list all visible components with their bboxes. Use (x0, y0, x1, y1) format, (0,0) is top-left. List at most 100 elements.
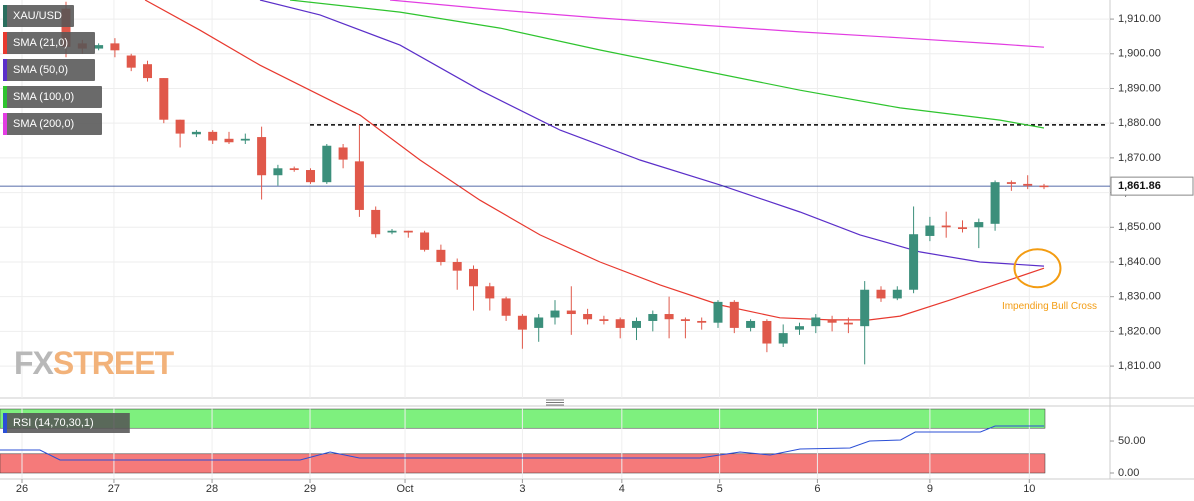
candle-body (583, 314, 593, 320)
y-tick-label: 1,880.00 (1118, 117, 1161, 129)
sma-line (144, 0, 1045, 321)
legend-item[interactable]: SMA (50,0) (3, 59, 95, 81)
y-tick-label: 1,810.00 (1118, 360, 1161, 372)
x-tick-label: 6 (814, 483, 820, 495)
legend-label: SMA (21,0) (13, 37, 68, 49)
x-tick-label: 3 (519, 483, 525, 495)
candle-body (713, 301, 723, 323)
legend-item[interactable]: RSI (14,70,30,1) (3, 413, 130, 433)
last-price-label: 1,861.86 (1118, 180, 1161, 192)
candle-body (746, 320, 756, 328)
legend-box (3, 413, 130, 433)
candle-body (925, 225, 935, 236)
candle-body (729, 301, 739, 328)
candle-body (452, 261, 462, 271)
candle-body (664, 314, 674, 320)
y-tick-label: 1,830.00 (1118, 291, 1161, 303)
candle-body (240, 138, 250, 141)
candle-body (1023, 183, 1033, 186)
legend-swatch (3, 413, 7, 433)
legend-label: SMA (200,0) (13, 118, 74, 130)
legend-item[interactable]: SMA (200,0) (3, 113, 102, 135)
legend-swatch (3, 86, 7, 108)
candle-body (159, 78, 169, 120)
x-tick-label: 27 (108, 483, 120, 495)
x-tick-label: 5 (717, 483, 723, 495)
candle-body (534, 317, 544, 328)
candle-body (403, 230, 413, 233)
candle-body (892, 289, 902, 299)
watermark-part: STREET (53, 345, 175, 381)
y-tick-label: 1,890.00 (1118, 82, 1161, 94)
legend-swatch (3, 5, 7, 27)
candle-body (322, 145, 332, 183)
candle-body (1006, 182, 1016, 184)
x-tick-label: 4 (619, 483, 625, 495)
candle-body (648, 314, 658, 321)
candle-body (860, 289, 870, 327)
candle-body (354, 161, 364, 210)
candle-body (827, 319, 837, 323)
candle-body (990, 182, 1000, 224)
legend-swatch (3, 59, 7, 81)
legend-label: XAU/USD (13, 10, 62, 22)
y-tick-label: 1,840.00 (1118, 256, 1161, 268)
candle-body (631, 320, 641, 328)
candle-body (778, 333, 788, 344)
legend-box (3, 59, 95, 81)
watermark-part: FX (14, 345, 55, 381)
candle-body (843, 322, 853, 325)
candle-body (811, 317, 821, 327)
candle-body (143, 64, 153, 79)
plot-area (0, 0, 1110, 398)
legend-item[interactable]: SMA (21,0) (3, 32, 95, 54)
candle-body (566, 310, 576, 315)
legend-box (3, 113, 102, 135)
candle-body (615, 319, 625, 328)
x-tick-label: 9 (927, 483, 933, 495)
candle-body (191, 131, 201, 135)
candle-body (599, 319, 609, 321)
legend-label: SMA (50,0) (13, 64, 68, 76)
candle-body (224, 138, 234, 143)
legend-swatch (3, 32, 7, 54)
candle-body (208, 131, 218, 141)
candle-body (876, 289, 886, 299)
candle-body (273, 168, 283, 176)
candle-body (257, 137, 267, 176)
y-tick-label: 1,910.00 (1118, 13, 1161, 25)
candle-body (94, 45, 104, 49)
candle-body (501, 298, 511, 316)
x-tick-label: 10 (1023, 483, 1035, 495)
annotation-label: Impending Bull Cross (1002, 301, 1097, 312)
candle-body (909, 234, 919, 290)
panel-handle[interactable] (546, 399, 564, 406)
candle-body (61, 8, 71, 47)
candle-body (550, 310, 560, 318)
y-tick-label: 1,820.00 (1118, 325, 1161, 337)
x-tick-label: 29 (304, 483, 316, 495)
candle-body (110, 43, 120, 51)
candle-body (697, 320, 707, 323)
legend-label: RSI (14,70,30,1) (13, 417, 94, 429)
candle-body (371, 209, 381, 235)
candle-body (289, 168, 299, 171)
x-tick-label: Oct (396, 483, 413, 495)
annotation-circle (1013, 248, 1062, 289)
candle-body (420, 232, 430, 250)
candle-body (762, 320, 772, 344)
candle-body (469, 268, 479, 287)
legend-swatch (3, 113, 7, 135)
candle-body (485, 286, 495, 299)
candle-body (974, 222, 984, 228)
last-price-box (1110, 176, 1194, 196)
candle-body (1039, 185, 1049, 188)
candle-body (387, 230, 397, 233)
y-tick-label: 50.00 (1118, 435, 1146, 447)
legend-item[interactable]: SMA (100,0) (3, 86, 102, 108)
candle-body (517, 315, 527, 330)
y-tick-label: 1,900.00 (1118, 48, 1161, 60)
sma-line (389, 0, 1045, 48)
sma-line (289, 0, 1045, 129)
legend-item[interactable]: XAU/USD (3, 5, 74, 27)
